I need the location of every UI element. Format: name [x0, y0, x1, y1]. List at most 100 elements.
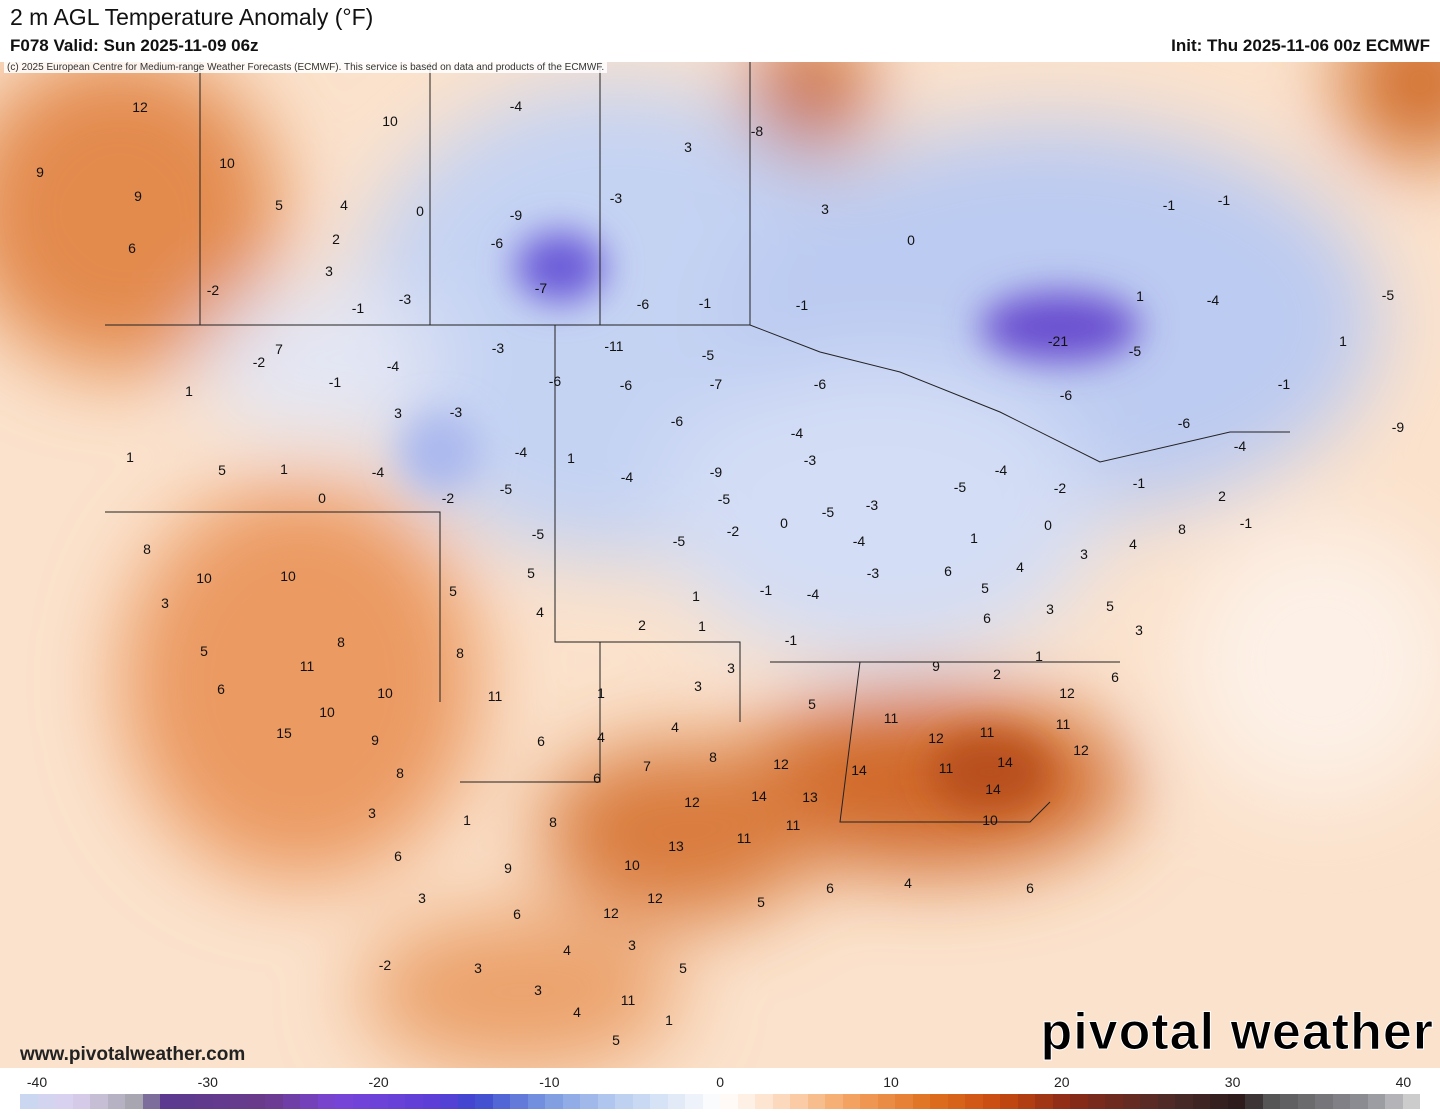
- anomaly-value-label: 12: [647, 890, 663, 906]
- colorbar-swatch: [1070, 1094, 1088, 1109]
- anomaly-value-label: 5: [679, 960, 687, 976]
- anomaly-value-label: -5: [701, 347, 715, 363]
- colorbar-swatch: [1017, 1094, 1035, 1109]
- colorbar-swatch: [1350, 1094, 1368, 1109]
- anomaly-value-label: -4: [509, 98, 523, 114]
- anomaly-value-label: -11: [604, 338, 624, 354]
- anomaly-value-label: 1: [1035, 648, 1043, 664]
- colorbar-swatch: [1052, 1094, 1070, 1109]
- anomaly-value-label: -21: [1047, 333, 1069, 349]
- colorbar-swatch: [125, 1094, 143, 1109]
- colorbar-swatch: [755, 1094, 773, 1109]
- colorbar-swatch: [37, 1094, 55, 1109]
- colorbar-swatch: [282, 1094, 300, 1109]
- anomaly-value-label: 11: [487, 688, 503, 704]
- anomaly-value-label: 12: [132, 99, 148, 115]
- anomaly-value-label: 11: [620, 992, 636, 1008]
- anomaly-value-label: 5: [218, 462, 226, 478]
- anomaly-value-label: 10: [280, 568, 296, 584]
- colorbar-swatch: [72, 1094, 90, 1109]
- anomaly-value-label: 13: [802, 789, 818, 805]
- website-link[interactable]: www.pivotalweather.com: [20, 1044, 246, 1065]
- anomaly-value-label: 3: [1080, 546, 1088, 562]
- anomaly-value-label: 5: [1106, 598, 1114, 614]
- colorbar-swatch: [1087, 1094, 1105, 1109]
- colorbar-swatch: [160, 1094, 178, 1109]
- anomaly-value-label: -4: [806, 586, 820, 602]
- colorbar-tick-label: -10: [539, 1074, 560, 1090]
- colorbar-swatch: [615, 1094, 633, 1109]
- anomaly-value-label: 1: [665, 1012, 673, 1028]
- anomaly-value-label: -5: [953, 479, 967, 495]
- anomaly-value-label: 9: [36, 164, 44, 180]
- valid-time: F078 Valid: Sun 2025-11-09 06z: [10, 36, 259, 55]
- anomaly-value-label: -9: [509, 207, 523, 223]
- colorbar-swatch: [492, 1094, 510, 1109]
- anomaly-value-label: 2: [332, 231, 340, 247]
- anomaly-value-label: 5: [449, 583, 457, 599]
- colorbar-swatch: [1192, 1094, 1210, 1109]
- colorbar-swatch: [667, 1094, 685, 1109]
- anomaly-value-label: 11: [736, 830, 752, 846]
- anomaly-value-label: 14: [851, 762, 867, 778]
- anomaly-value-label: 5: [200, 643, 208, 659]
- anomaly-value-label: -1: [1162, 197, 1176, 213]
- anomaly-value-label: 0: [1044, 517, 1052, 533]
- colorbar-swatch: [1035, 1094, 1053, 1109]
- anomaly-value-label: 3: [1046, 601, 1054, 617]
- colorbar-swatch: [527, 1094, 545, 1109]
- anomaly-value-label: -4: [1206, 292, 1220, 308]
- colorbar-swatch: [142, 1094, 160, 1109]
- anomaly-map[interactable]: 12 10 10 9 9 5 4 0 2 6 3 -2 -1 -3 -4 -8 3 -9 -6 -7 -6 -1 -3 3 0-…: [0, 62, 1440, 1068]
- anomaly-value-label: 6: [394, 848, 402, 864]
- anomaly-value-label: -4: [620, 469, 634, 485]
- anomaly-value-label: 3: [684, 139, 692, 155]
- anomaly-value-label: 1: [692, 588, 700, 604]
- anomaly-value-label: 3: [694, 678, 702, 694]
- anomaly-value-label: -5: [1381, 287, 1395, 303]
- anomaly-value-label: 0: [416, 203, 424, 219]
- anomaly-value-label: 3: [474, 960, 482, 976]
- boundaries: [105, 62, 1290, 823]
- colorbar-swatch: [440, 1094, 458, 1109]
- anomaly-value-label: 0: [780, 515, 788, 531]
- anomaly-value-label: -1: [784, 632, 798, 648]
- pivotal-weather-logo: pivotal weather: [1040, 1003, 1434, 1062]
- anomaly-value-label: -4: [1233, 438, 1247, 454]
- anomaly-value-label: 6: [513, 906, 521, 922]
- anomaly-value-label: 10: [219, 155, 235, 171]
- colorbar-swatch: [772, 1094, 790, 1109]
- anomaly-value-label: 10: [377, 685, 393, 701]
- colorbar-swatch: [352, 1094, 370, 1109]
- anomaly-value-label: -1: [1132, 475, 1146, 491]
- colorbar-swatch: [562, 1094, 580, 1109]
- colorbar-swatch: [55, 1094, 73, 1109]
- anomaly-value-label: -4: [852, 533, 866, 549]
- colorbar-tick-label: -20: [368, 1074, 389, 1090]
- colorbar: [20, 1094, 1420, 1109]
- colorbar-swatch: [1157, 1094, 1175, 1109]
- anomaly-value-label: -2: [378, 957, 392, 973]
- anomaly-value-label: 3: [727, 660, 735, 676]
- anomaly-value-label: -3: [865, 497, 879, 513]
- colorbar-swatch: [510, 1094, 528, 1109]
- anomaly-value-label: 9: [504, 860, 512, 876]
- anomaly-value-label: -2: [1053, 480, 1067, 496]
- anomaly-value-label: -4: [994, 462, 1008, 478]
- anomaly-value-label: 3: [325, 263, 333, 279]
- anomaly-value-label: 11: [785, 817, 801, 833]
- anomaly-value-label: 3: [394, 405, 402, 421]
- anomaly-value-label: 1: [280, 461, 288, 477]
- anomaly-value-label: 3: [821, 201, 829, 217]
- anomaly-value-label: 3: [534, 982, 542, 998]
- anomaly-value-label: 12: [603, 905, 619, 921]
- colorbar-swatch: [720, 1094, 738, 1109]
- anomaly-value-label: 12: [1059, 685, 1075, 701]
- anomaly-value-label: 3: [368, 805, 376, 821]
- anomaly-value-label: 1: [1136, 288, 1144, 304]
- anomaly-value-label: 3: [418, 890, 426, 906]
- anomaly-value-label: -6: [619, 377, 633, 393]
- colorbar-swatch: [545, 1094, 563, 1109]
- colorbar-swatch: [1280, 1094, 1298, 1109]
- colorbar-swatch: [807, 1094, 825, 1109]
